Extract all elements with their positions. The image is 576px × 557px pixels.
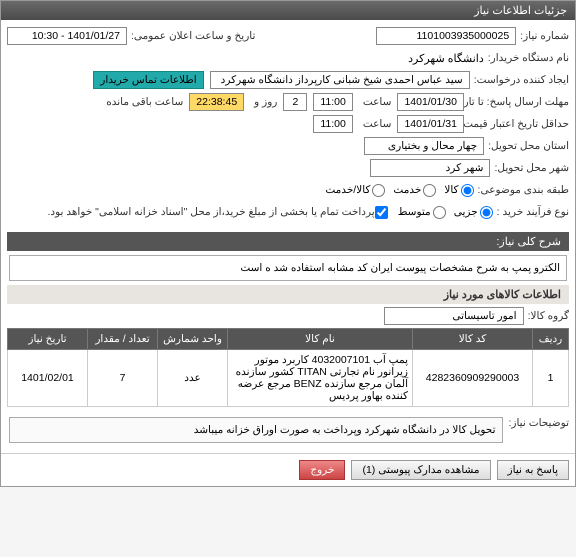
public-time-value: 1401/01/27 - 10:30 — [7, 27, 127, 45]
remaining-days-label: روز و — [254, 96, 277, 108]
delivery-city-value: شهر کرد — [370, 159, 490, 177]
deadline-time: 11:00 — [313, 93, 353, 111]
delivery-state-value: چهار محال و بختیاری — [364, 137, 484, 155]
remaining-time: 22:38:45 — [189, 93, 244, 111]
items-section-title: اطلاعات کالاهای مورد نیاز — [7, 285, 569, 304]
contact-buyer-button[interactable]: اطلاعات تماس خریدار — [93, 71, 203, 89]
class-both-radio[interactable]: کالا/خدمت — [325, 184, 385, 197]
cell-name: پمپ آب 4032007101 کاربرد موتور زیرانور ن… — [228, 350, 413, 407]
payment-note-text: پرداخت تمام یا بخشی از مبلغ خرید،از محل … — [48, 206, 375, 218]
notes-label: توضیحات نیاز: — [509, 413, 570, 429]
buyer-device-label: نام دستگاه خریدار: — [488, 52, 569, 64]
delivery-state-label: استان محل تحویل: — [488, 140, 569, 152]
deadline-date: 1401/01/30 — [397, 93, 464, 111]
validity-date: 1401/01/31 — [397, 115, 464, 133]
cell-qty: 7 — [88, 350, 158, 407]
cell-row-n: 1 — [533, 350, 569, 407]
public-time-label: تاریخ و ساعت اعلان عمومی: — [131, 30, 255, 42]
exit-button[interactable]: خروج — [299, 460, 345, 480]
creator-value: سید عباس احمدی شیخ شبانی کارپرداز دانشگا… — [210, 71, 470, 89]
delivery-city-label: شهر محل تحویل: — [494, 162, 569, 174]
creator-label: ایجاد کننده درخواست: — [474, 74, 569, 86]
process-type-label: نوع فرآیند خرید : — [497, 206, 569, 218]
validity-time: 11:00 — [313, 115, 353, 133]
time-label-1: ساعت — [363, 96, 392, 108]
goods-group-label: گروه کالا: — [528, 310, 569, 322]
items-table: ردیف کد کالا نام کالا واحد شمارش تعداد /… — [7, 328, 569, 407]
table-row[interactable]: 1 4282360909290003 پمپ آب 4032007101 کار… — [8, 350, 569, 407]
class-service-radio[interactable]: خدمت — [393, 184, 436, 197]
validity-label: حداقل تاریخ اعتبار قیمت: تا تاریخ: — [474, 118, 569, 130]
class-goods-radio[interactable]: کالا — [444, 184, 473, 197]
time-label-2: ساعت — [363, 118, 392, 130]
col-name: نام کالا — [228, 329, 413, 350]
col-code: کد کالا — [413, 329, 533, 350]
view-docs-button[interactable]: مشاهده مدارک پیوستی (1) — [351, 460, 490, 480]
col-qty: تعداد / مقدار — [88, 329, 158, 350]
reply-button[interactable]: پاسخ به نیاز — [497, 460, 569, 480]
col-unit: واحد شمارش — [158, 329, 228, 350]
buyer-device-value: دانشگاه شهرکرد — [408, 52, 484, 65]
process-radios: جزیی متوسط — [398, 206, 493, 219]
payment-note-checkbox[interactable] — [375, 206, 388, 219]
col-date: تاریخ نیاز — [8, 329, 88, 350]
process-medium-radio[interactable]: متوسط — [398, 206, 446, 219]
remaining-days: 2 — [283, 93, 307, 111]
notes-text: تحویل کالا در دانشگاه شهرکرد وپرداخت به … — [9, 417, 503, 443]
classification-label: طبقه بندی موضوعی: — [478, 184, 569, 196]
col-row: ردیف — [533, 329, 569, 350]
window-titlebar: جزئیات اطلاعات نیاز — [1, 1, 575, 20]
cell-date: 1401/02/01 — [8, 350, 88, 407]
goods-group-value: امور تاسیساتی — [384, 307, 524, 325]
need-number-value: 1101003935000025 — [376, 27, 516, 45]
deadline-label: مهلت ارسال پاسخ: تا تاریخ: — [474, 96, 569, 108]
remaining-suffix: ساعت باقی مانده — [106, 96, 183, 108]
classification-radios: کالا خدمت کالا/خدمت — [325, 184, 473, 197]
cell-code: 4282360909290003 — [413, 350, 533, 407]
need-number-label: شماره نیاز: — [520, 30, 569, 42]
summary-text: الکترو پمپ به شرح مشخصات پیوست ایران کد … — [9, 255, 567, 281]
cell-unit: عدد — [158, 350, 228, 407]
summary-label: شرح کلی نیاز: — [7, 232, 569, 251]
process-partial-radio[interactable]: جزیی — [454, 206, 493, 219]
